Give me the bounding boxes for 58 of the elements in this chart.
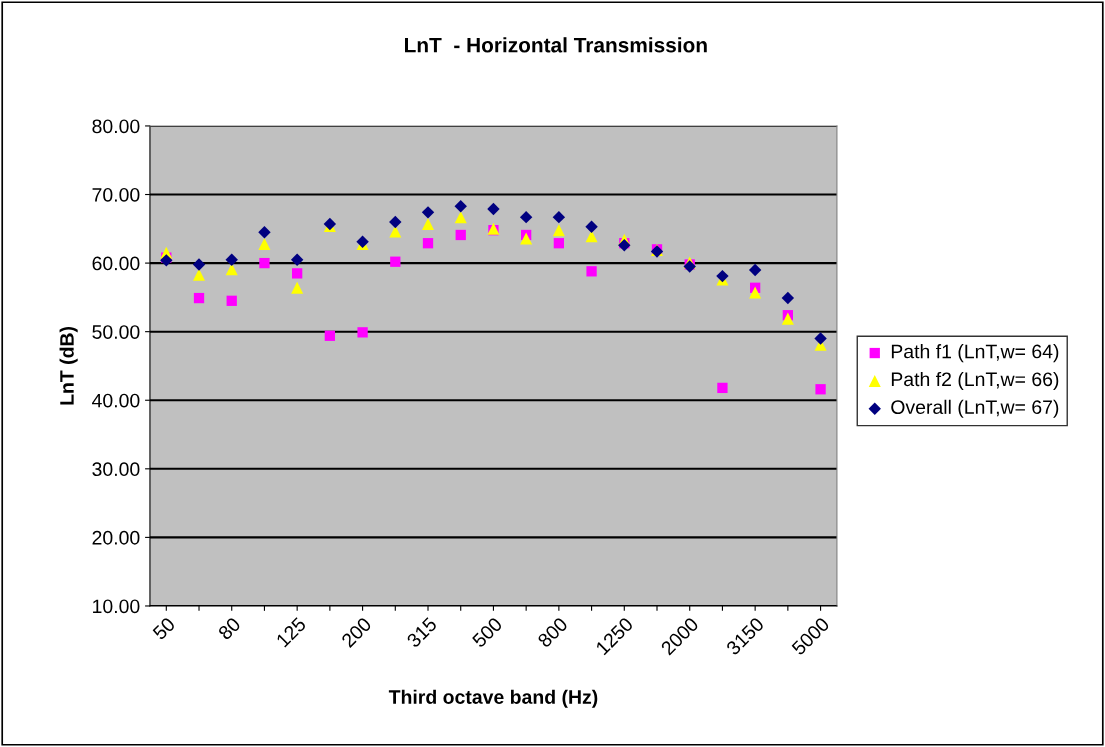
- point: [454, 211, 467, 224]
- point: [225, 253, 238, 266]
- point: [421, 206, 435, 219]
- point: [553, 238, 565, 249]
- point: [717, 382, 728, 394]
- point: [422, 217, 435, 231]
- point: [552, 210, 566, 224]
- y-tick-label: 50.00: [92, 325, 140, 339]
- y-tick-label: 20.00: [92, 530, 140, 545]
- point: [357, 327, 368, 338]
- y-tick-label: 70.00: [92, 187, 140, 202]
- x-axis-title: Third octave band (Hz): [388, 689, 598, 708]
- point: [389, 215, 402, 229]
- chart-title: LnT - Horizontal Transmission: [405, 37, 707, 53]
- point: [455, 229, 466, 241]
- y-tick-label: 80.00: [92, 119, 140, 134]
- x-tick-label: 80: [217, 616, 242, 641]
- point: [292, 268, 303, 279]
- point: [552, 224, 565, 237]
- point: [422, 238, 434, 249]
- point: [324, 330, 336, 341]
- point: [781, 312, 794, 325]
- point: [487, 202, 500, 216]
- point: [815, 384, 826, 395]
- y-tick-label: 40.00: [92, 393, 140, 408]
- point: [258, 226, 271, 239]
- x-tick-label: 315: [405, 616, 438, 649]
- point: [586, 266, 597, 277]
- y-tick-label: 30.00: [92, 462, 140, 477]
- legend-label: Path f2 (LnT,w= 66): [891, 371, 1059, 391]
- point: [160, 254, 173, 267]
- point: [519, 210, 533, 224]
- point: [193, 292, 205, 304]
- legend-label: Overall (LnT,w= 67): [891, 399, 1059, 418]
- x-tick-label: 800: [536, 616, 569, 649]
- point: [291, 281, 304, 294]
- point: [259, 257, 270, 269]
- y-tick-label: 60.00: [92, 256, 140, 271]
- y-axis-title: LnT (dB): [59, 326, 78, 405]
- x-tick-label: 50: [151, 616, 176, 641]
- legend-label: Path f1 (LnT,w= 64): [891, 344, 1059, 363]
- point: [748, 263, 762, 277]
- point: [520, 232, 533, 245]
- point: [258, 237, 271, 250]
- point: [814, 332, 827, 345]
- x-tick-label: 500: [471, 616, 503, 649]
- point: [192, 258, 206, 271]
- point: [390, 256, 401, 267]
- point: [226, 295, 237, 306]
- x-tick-label: 125: [275, 616, 307, 648]
- point: [749, 286, 762, 299]
- point: [781, 291, 795, 305]
- y-tick-label: 10.00: [93, 599, 140, 614]
- point: [716, 269, 729, 283]
- point: [454, 199, 467, 213]
- x-tick-label: 200: [340, 616, 373, 649]
- point: [585, 220, 598, 233]
- point: [290, 253, 304, 266]
